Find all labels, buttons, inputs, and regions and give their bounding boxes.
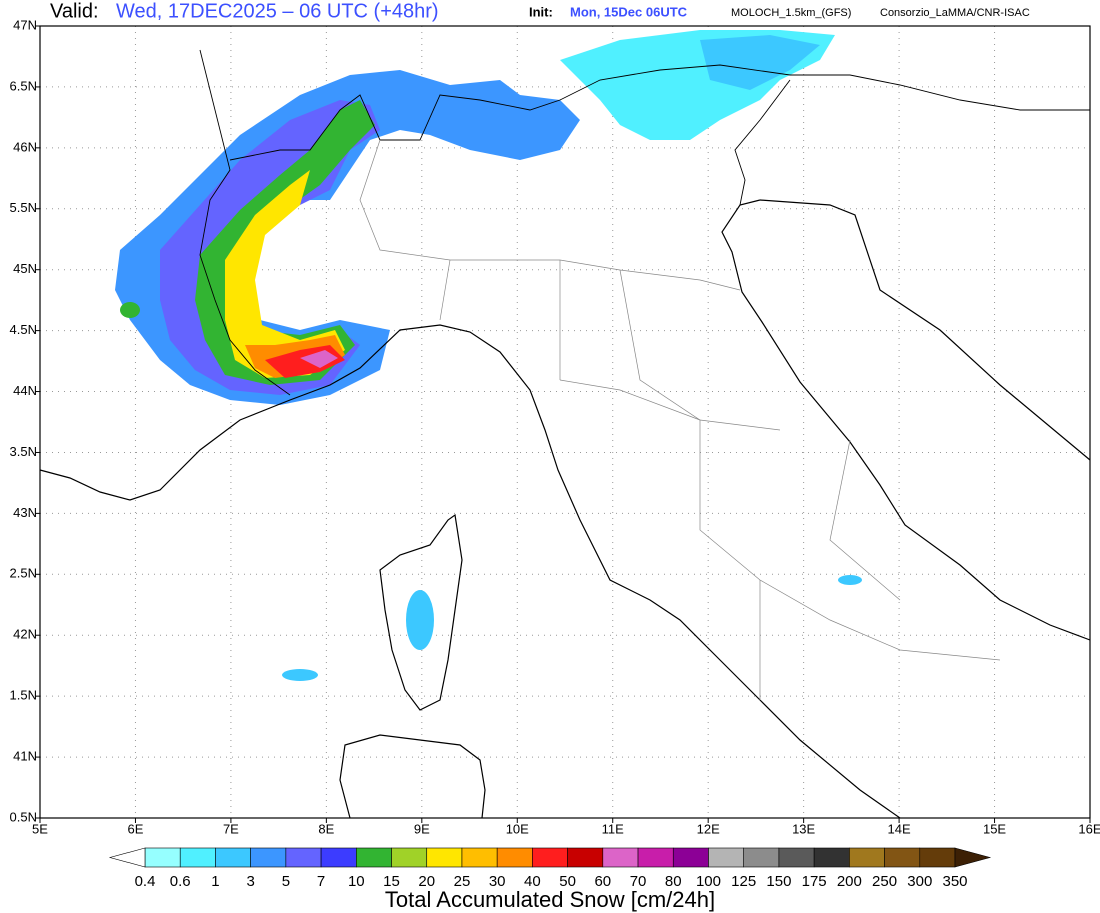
- colorbar-box: [496, 847, 533, 868]
- colorbar-box: [215, 847, 251, 868]
- x-tick-label: 10E: [506, 821, 529, 836]
- colorbar-label: 150: [766, 873, 791, 890]
- colorbar-label: 70: [630, 873, 647, 890]
- colorbar-label: 30: [489, 873, 506, 890]
- colorbar-box: [532, 847, 568, 868]
- y-tick-label: 6.5N: [10, 78, 37, 93]
- colorbar-box: [144, 847, 181, 868]
- colorbar-label: 5: [282, 873, 290, 890]
- colorbar-label: 80: [665, 873, 682, 890]
- x-tick-label: 7E: [223, 821, 239, 836]
- colorbar-box: [391, 847, 428, 868]
- y-tick-label: 47N: [13, 17, 37, 32]
- snow-field: [115, 30, 862, 681]
- colorbar-box: [320, 847, 357, 868]
- y-tick-label: 41N: [13, 749, 37, 764]
- y-tick-label: 46N: [13, 139, 37, 154]
- colorbar-label: 10: [348, 873, 365, 890]
- border: [199, 49, 1090, 396]
- colorbar-label: 100: [696, 873, 721, 890]
- y-tick-label: 44N: [13, 383, 37, 398]
- colorbar-box: [672, 847, 709, 868]
- colorbar-box: [743, 847, 780, 868]
- colorbar-box: [849, 847, 885, 868]
- x-tick-label: 14E: [888, 821, 911, 836]
- colorbar-box: [778, 847, 815, 868]
- colorbar-label: 0.4: [135, 873, 156, 890]
- region-border: [359, 139, 1001, 700]
- valid-time: Wed, 17DEC2025 – 06 UTC (+48hr): [116, 0, 439, 22]
- colorbar-box: [884, 847, 921, 868]
- init-time: Mon, 15Dec 06UTC: [570, 4, 688, 19]
- colorbar-box: [179, 847, 216, 868]
- y-tick-label: 42N: [13, 627, 37, 642]
- colorbar-label: 25: [454, 873, 471, 890]
- colorbar-label: 60: [594, 873, 611, 890]
- colorbar-label: 40: [524, 873, 541, 890]
- x-tick-label: 15E: [983, 821, 1006, 836]
- coastline: [39, 199, 1091, 819]
- x-tick-label: 13E: [792, 821, 815, 836]
- y-tick-label: 5.5N: [10, 200, 37, 215]
- colorbar-label: 0.6: [170, 873, 191, 890]
- colorbar-box: [708, 847, 744, 868]
- colorbar-box: [356, 847, 392, 868]
- colorbar-label: 200: [837, 873, 862, 890]
- map-frame: [39, 25, 1091, 819]
- colorbar-box: [919, 847, 956, 868]
- y-tick-label: 4.5N: [10, 322, 37, 337]
- colorbar-box: [426, 847, 463, 868]
- colorbar-box: [567, 847, 604, 868]
- colorbar: 0.4 0.6 1 3 5 7 10 15 20 25 30 40 50 60 70 80 100 125 150 1…: [108, 847, 992, 890]
- x-tick-label: 5E: [32, 821, 48, 836]
- colorbar-box: [637, 847, 674, 868]
- colorbar-label: 50: [559, 873, 576, 890]
- x-tick-label: 11E: [602, 821, 624, 836]
- colorbar-label: 7: [317, 873, 325, 890]
- y-tick-label: 0.5N: [10, 809, 37, 824]
- colorbar-box: [250, 847, 287, 868]
- colorbar-label: 20: [418, 873, 435, 890]
- colorbar-label: 250: [872, 873, 897, 890]
- colorbar-label: 300: [907, 873, 932, 890]
- colorbar-box: [813, 847, 850, 868]
- colorbar-box: [461, 847, 498, 868]
- y-tick-label: 3.5N: [10, 444, 37, 459]
- x-tick-label: 9E: [414, 821, 430, 836]
- x-tick-label: 8E: [318, 821, 334, 836]
- colorbar-label: 350: [942, 873, 967, 890]
- y-tick-label: 2.5N: [10, 566, 37, 581]
- x-tick-label: 12E: [697, 821, 720, 836]
- colorbar-over: [954, 847, 992, 868]
- x-tick-label: 16E: [1078, 821, 1100, 836]
- colorbar-label: 3: [246, 873, 254, 890]
- model-name: MOLOCH_1.5km_(GFS): [731, 7, 851, 19]
- colorbar-label: 1: [211, 873, 219, 890]
- colorbar-box: [285, 847, 322, 868]
- valid-label: Valid:: [50, 0, 99, 22]
- colorbar-label: 125: [731, 873, 756, 890]
- y-tick-label: 1.5N: [10, 688, 37, 703]
- colorbar-title: Total Accumulated Snow [cm/24h]: [385, 887, 715, 912]
- colorbar-label: 175: [802, 873, 827, 890]
- x-tick-label: 6E: [128, 821, 144, 836]
- colorbar-under: [108, 847, 146, 868]
- colorbar-box: [602, 847, 639, 868]
- y-tick-label: 45N: [13, 261, 37, 276]
- colorbar-label: 15: [383, 873, 400, 890]
- y-tick-label: 43N: [13, 505, 37, 520]
- init-label: Init:: [529, 4, 553, 19]
- credit: Consorzio_LaMMA/CNR-ISAC: [880, 7, 1030, 19]
